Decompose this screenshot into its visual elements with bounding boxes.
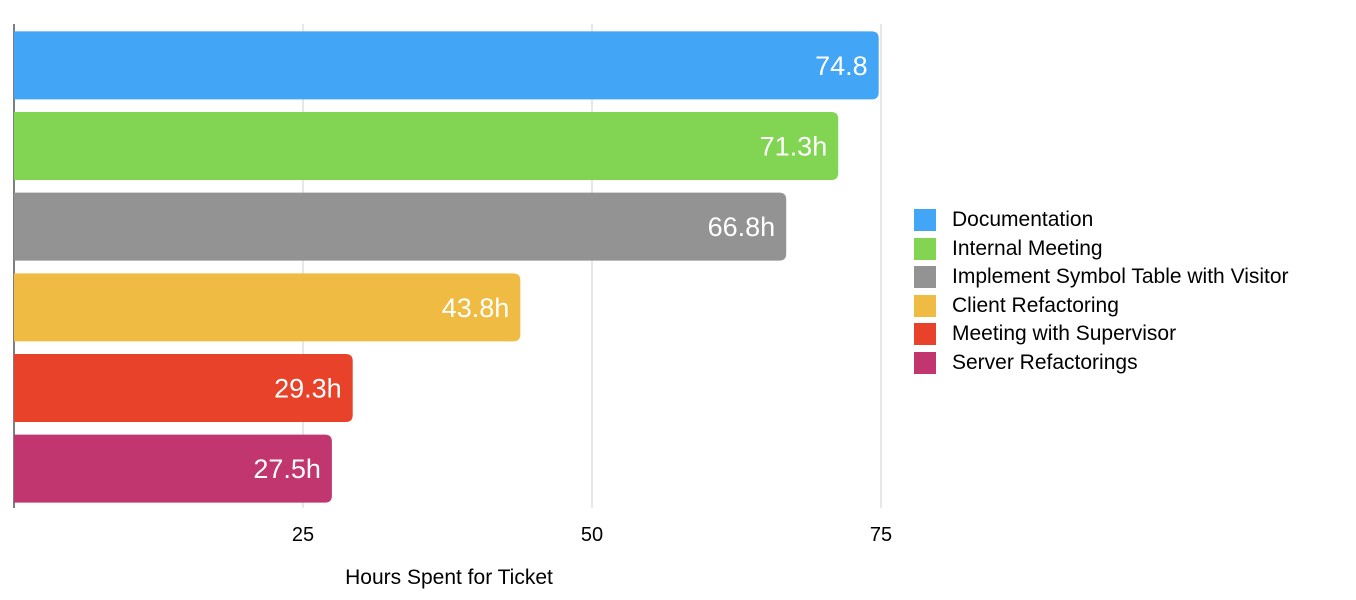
bar	[14, 273, 521, 342]
legend-label: Meeting with Supervisor	[952, 322, 1177, 346]
bars: 74.8 71.3h 66.8h 43.8h 29.3h 27.5h	[14, 31, 879, 503]
gridlines	[302, 24, 882, 508]
bar	[14, 354, 353, 422]
legend-swatch	[914, 351, 936, 374]
bar-value-label: 66.8h	[708, 212, 776, 242]
legend-swatch	[914, 209, 936, 232]
legend-swatch	[914, 266, 936, 289]
bar-value-label: 74.8	[815, 51, 868, 81]
legend-label: Client Refactoring	[952, 293, 1119, 317]
legend-item: Client Refactoring	[914, 292, 1289, 321]
legend-label: Server Refactorings	[952, 350, 1138, 374]
legend-label: Implement Symbol Table with Visitor	[952, 265, 1289, 289]
bar-value-label: 43.8h	[442, 293, 510, 323]
bar	[14, 434, 332, 503]
legend: Documentation Internal Meeting Implement S…	[914, 206, 1289, 377]
bar-value-label: 27.5h	[253, 454, 321, 484]
x-tick-label: 50	[581, 524, 603, 546]
legend-item: Meeting with Supervisor	[914, 320, 1289, 349]
bar-value-label: 71.3h	[760, 132, 828, 162]
bar	[14, 31, 879, 100]
legend-swatch	[914, 294, 936, 317]
x-axis-title: Hours Spent for Ticket	[345, 566, 553, 589]
bar	[14, 192, 787, 261]
x-tick-label: 75	[870, 524, 892, 546]
bar	[14, 112, 839, 180]
legend-item: Server Refactorings	[914, 349, 1289, 378]
legend-item: Internal Meeting	[914, 235, 1289, 264]
legend-item: Documentation	[914, 206, 1289, 235]
legend-swatch	[914, 323, 936, 346]
legend-swatch	[914, 237, 936, 260]
bar-value-label: 29.3h	[274, 374, 342, 404]
x-axis-ticks: 25 50 75	[292, 524, 892, 546]
legend-label: Documentation	[952, 208, 1094, 232]
legend-label: Internal Meeting	[952, 236, 1103, 260]
x-tick-label: 25	[292, 524, 314, 546]
legend-item: Implement Symbol Table with Visitor	[914, 263, 1289, 292]
